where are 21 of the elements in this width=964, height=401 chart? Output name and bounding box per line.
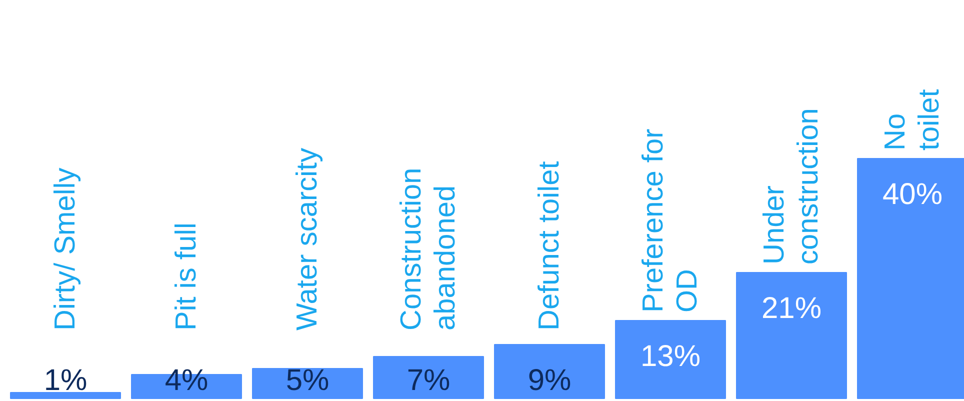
data-label: 5% — [286, 364, 330, 397]
bar — [736, 272, 847, 399]
data-label: 21% — [761, 292, 822, 325]
x-tick-label: Preference for OD — [638, 128, 704, 312]
bar — [10, 392, 121, 399]
data-label: 1% — [44, 364, 88, 397]
data-label: 40% — [882, 178, 943, 211]
bar — [494, 344, 605, 399]
data-label: 9% — [528, 364, 572, 397]
x-tick-label: Dirty/ Smelly — [50, 167, 82, 330]
bar — [615, 320, 726, 399]
data-label: 13% — [640, 340, 701, 373]
x-tick-label: Defunct toilet — [534, 161, 566, 330]
data-label: 7% — [406, 364, 450, 397]
x-tick-label: No toilet — [880, 89, 946, 150]
x-tick-label: Under construction — [758, 108, 824, 264]
x-tick-label: Construction abandoned — [396, 168, 462, 330]
x-tick-label: Pit is full — [170, 222, 202, 330]
bar — [373, 356, 484, 399]
data-label: 4% — [164, 364, 208, 397]
x-tick-label: Water scarcity — [292, 147, 324, 330]
